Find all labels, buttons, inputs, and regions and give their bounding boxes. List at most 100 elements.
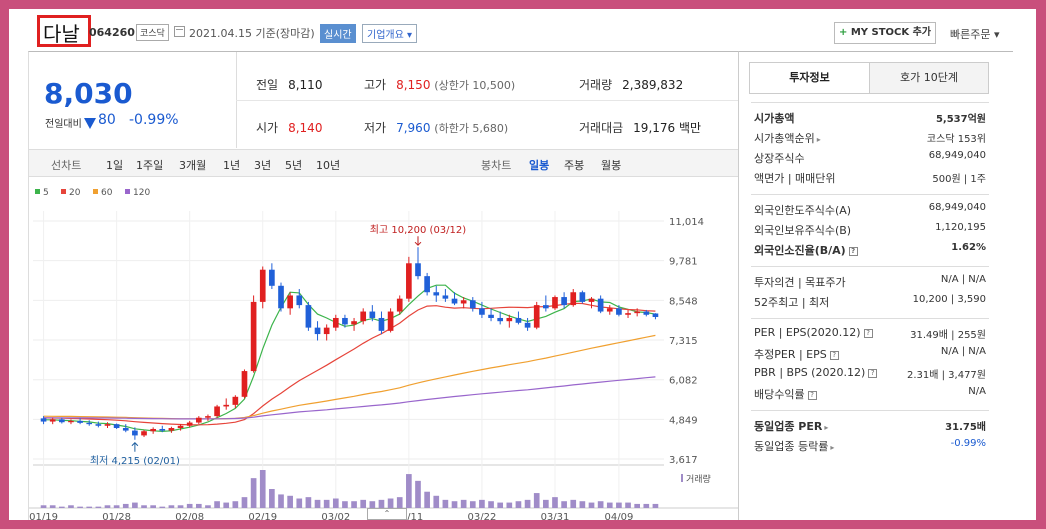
x-tick-label: 03/31 (541, 512, 570, 520)
sector-rate-label[interactable]: 동일업종 등락률 (754, 440, 829, 453)
help-icon[interactable]: ? (807, 391, 817, 400)
foreign-ratio-row: 외국인소진율(B/A)? 1.62% (754, 242, 986, 260)
chevron-right-icon: ▸ (830, 443, 835, 452)
volume-bar (159, 506, 166, 508)
volume-bar (488, 501, 494, 508)
candle-body (287, 295, 293, 309)
candle-body (561, 297, 567, 306)
candle-body (634, 311, 641, 314)
amount-label: 거래대금 (579, 121, 624, 135)
info-tabs: 투자정보 호가 10단계 (749, 62, 989, 94)
volume-bar (241, 497, 248, 508)
volume-bar (369, 501, 376, 508)
candle-body (113, 424, 120, 429)
volume-bar (515, 501, 522, 508)
est-per-value: N/A | N/A (940, 346, 986, 357)
ma-line-5 (43, 284, 656, 433)
high-label: 고가 (364, 78, 387, 92)
quick-order-dropdown[interactable]: 빠른주문 ▾ (950, 28, 1000, 41)
y-tick-label: 8,548 (669, 296, 698, 307)
candle-body (104, 424, 111, 426)
tab-investment-info[interactable]: 투자정보 (750, 63, 870, 93)
company-overview-dropdown[interactable]: 기업개요 ▾ (362, 24, 417, 43)
high-annotation: 최고 10,200 (03/12) (370, 224, 466, 236)
divider (751, 410, 989, 411)
candle-body (177, 425, 184, 429)
volume-bar (396, 497, 403, 508)
volume-bar (214, 501, 220, 508)
investment-info-panel: 투자정보 호가 10단계 시가총액 5,537억원 시가총액순위 ▸ 코스닥 15… (738, 51, 1013, 520)
legend-label: 5 (43, 188, 49, 198)
per-value: 31.49배 | 255원 (910, 330, 986, 341)
est-per-label: 추정PER | EPS (754, 348, 827, 361)
est-per-row: 추정PER | EPS? N/A | N/A (754, 346, 986, 364)
volume-bar (570, 499, 577, 508)
volume-bar (387, 498, 394, 508)
period-1y[interactable]: 1년 (223, 159, 241, 172)
volume-bar (314, 499, 321, 508)
dividend-value: N/A (968, 386, 986, 397)
help-icon[interactable]: ? (868, 369, 878, 378)
period-1d[interactable]: 1일 (106, 159, 124, 172)
candle-body (497, 317, 504, 322)
collapse-toggle[interactable]: ⌃ (367, 508, 407, 520)
volume-bar (259, 470, 266, 508)
volume-value: 2,389,832 (622, 78, 684, 92)
sector-per-label[interactable]: 동일업종 PER (754, 420, 823, 433)
volume-bar (205, 505, 211, 508)
legend-label: 60 (101, 188, 113, 198)
price-chart[interactable]: 5 20 60 120 11,014 9,781 8,548 7,315 6,082 4,849 3… (29, 178, 739, 520)
volume-bar (278, 494, 284, 508)
period-3y[interactable]: 3년 (254, 159, 272, 172)
help-icon[interactable]: ? (829, 351, 839, 360)
amount-value: 19,176 백만 (633, 121, 702, 135)
sector-per-row: 동일업종 PER ▸ 31.75배 (754, 418, 986, 436)
volume-bar (113, 505, 120, 508)
opinion-row: 투자의견 | 목표주가 N/A | N/A (754, 274, 986, 292)
rank-label[interactable]: 시가총액순위 (754, 132, 815, 145)
help-icon[interactable]: ? (863, 329, 873, 338)
candle-body (451, 298, 458, 304)
lower-limit: (하한가 5,680) (434, 122, 509, 135)
candle-body (241, 371, 248, 397)
candle-body (332, 317, 339, 328)
rank-value: 코스닥 153위 (926, 134, 986, 145)
help-icon[interactable]: ? (848, 247, 858, 256)
candle-body (515, 317, 522, 323)
candle-body (49, 419, 56, 422)
low-arrow-icon (131, 442, 139, 452)
x-tick-label: 03/11 (394, 512, 423, 520)
volume-bar (86, 506, 93, 508)
volume-bar (77, 506, 83, 508)
my-stock-add-button[interactable]: + MY STOCK 추가 (834, 22, 936, 44)
volume-bar (634, 503, 641, 508)
y-tick-label: 3,617 (669, 455, 698, 466)
tab-orderbook[interactable]: 호가 10단계 (870, 63, 988, 93)
volume-bar (424, 491, 430, 508)
volume-bar (250, 478, 257, 508)
candle-weekly[interactable]: 주봉 (564, 159, 585, 172)
candle-monthly[interactable]: 월봉 (601, 159, 622, 172)
period-1w[interactable]: 1주일 (136, 159, 164, 172)
period-10y[interactable]: 10년 (316, 159, 341, 172)
period-5y[interactable]: 5년 (285, 159, 303, 172)
stock-name: 다날 (43, 22, 80, 46)
candle-body (533, 305, 540, 328)
volume-bar (506, 502, 513, 508)
candle-body (159, 428, 166, 431)
candle-body (579, 292, 586, 302)
candle-body (58, 419, 65, 423)
period-3m[interactable]: 3개월 (179, 159, 207, 172)
candle-daily[interactable]: 일봉 (529, 159, 550, 172)
shares-row: 상장주식수 68,949,040 (754, 150, 986, 168)
x-tick-label: 01/19 (29, 512, 58, 520)
legend-swatch (35, 189, 40, 194)
market-cap-row: 시가총액 5,537억원 (754, 110, 986, 128)
realtime-button[interactable]: 실시간 (320, 24, 356, 43)
y-tick-label: 6,082 (669, 376, 698, 387)
volume-bar (323, 499, 330, 508)
pbr-label-wrap: PBR | BPS (2020.12)? (754, 366, 878, 379)
candle-body (314, 327, 321, 335)
volume-bar (579, 501, 586, 508)
candle-body (86, 422, 93, 425)
